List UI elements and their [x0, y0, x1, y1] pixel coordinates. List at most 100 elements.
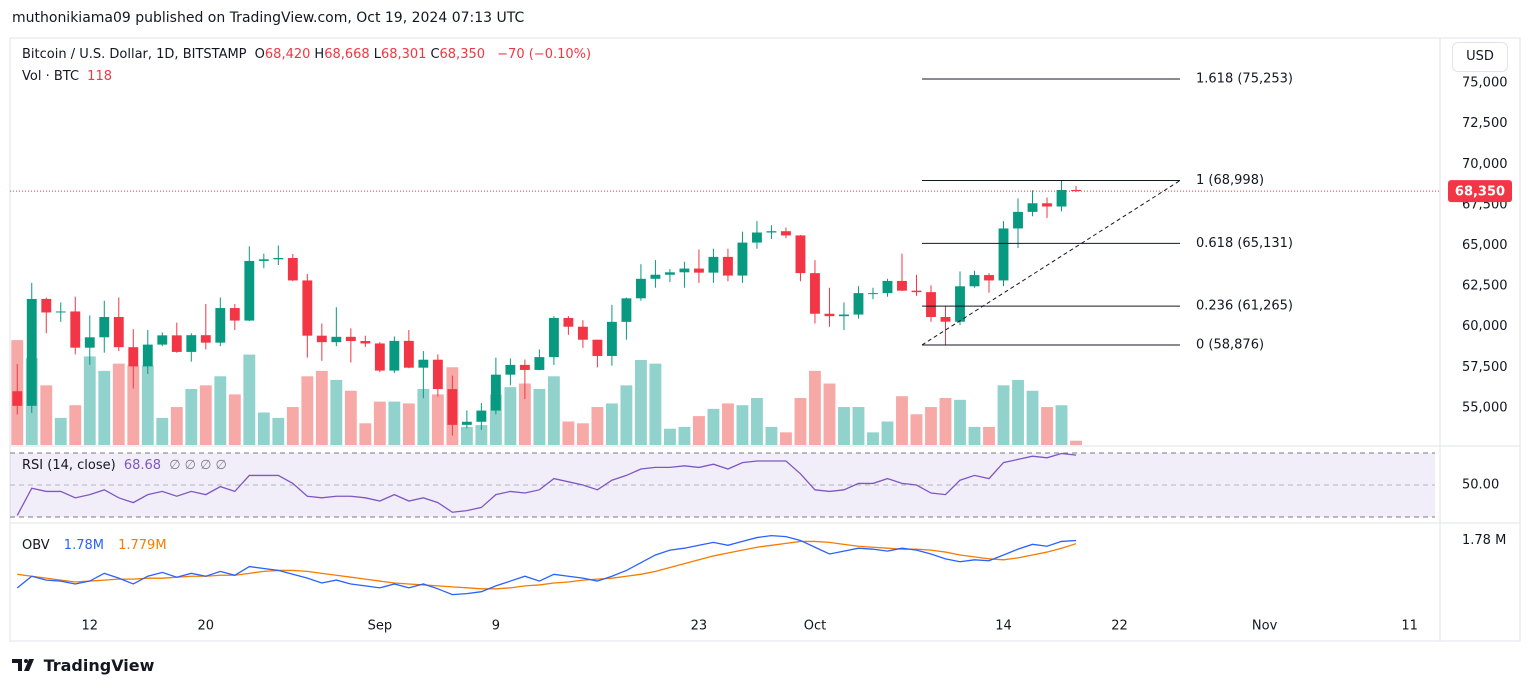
- volume-bar: [40, 385, 53, 445]
- ohlc-key: O: [254, 47, 265, 62]
- candle-body: [723, 256, 733, 276]
- volume-bar: [127, 365, 140, 445]
- candle-body: [432, 359, 443, 390]
- volume-bar: [83, 356, 96, 445]
- volume-bar: [286, 407, 299, 445]
- candle-body: [142, 344, 153, 367]
- obv-ma-value: 1.779M: [118, 538, 167, 553]
- y-tick-label: 75,000: [1462, 76, 1508, 91]
- ohlc-value: 68,350: [439, 47, 486, 62]
- ohlc-value: 68,668: [324, 47, 370, 62]
- volume-bar: [693, 416, 705, 445]
- candle-body: [41, 298, 52, 313]
- candle-body: [186, 335, 197, 352]
- volume-bar: [678, 426, 691, 445]
- volume-bar: [489, 394, 502, 445]
- volume-bar: [185, 388, 198, 445]
- volume-bar: [228, 394, 241, 445]
- currency-button[interactable]: USD: [1452, 42, 1508, 72]
- candle-body: [12, 391, 23, 406]
- volume-bar: [547, 376, 560, 445]
- volume-bar: [838, 407, 850, 445]
- ohlc-key: L: [373, 47, 381, 62]
- candle-body: [897, 280, 907, 291]
- candle-body: [911, 290, 922, 293]
- candle-body: [766, 231, 777, 233]
- candle-body: [926, 292, 936, 317]
- volume-bar: [663, 428, 676, 445]
- ohlc-value: 68,420: [264, 47, 311, 62]
- candle-body: [810, 273, 820, 314]
- candle-body: [752, 232, 762, 243]
- candle-body: [795, 235, 806, 274]
- x-tick-label: 20: [198, 619, 215, 634]
- published-line: muthonikiama09 published on TradingView.…: [12, 10, 525, 26]
- volume-bar: [344, 390, 357, 445]
- y-tick-label: 72,500: [1462, 116, 1508, 131]
- candle-body: [592, 339, 603, 356]
- volume-bar: [315, 370, 328, 445]
- rsi-name: RSI (14, close): [22, 458, 116, 473]
- volume-bar: [98, 370, 111, 445]
- obv-value: 1.78M: [63, 538, 104, 553]
- candle-body: [1027, 203, 1038, 212]
- volume-bar: [359, 423, 372, 445]
- volume-bar: [112, 363, 125, 445]
- volume-bar: [881, 421, 894, 445]
- volume-bar: [780, 432, 792, 445]
- candle-body: [940, 316, 951, 322]
- volume-bar: [431, 394, 444, 445]
- volume-bar: [1070, 440, 1082, 445]
- fib-label: 1.618 (75,253): [1196, 71, 1293, 86]
- volume-bar: [1055, 405, 1068, 445]
- candle-body: [737, 242, 748, 276]
- candle-body: [476, 410, 487, 422]
- rsi-tick-label: 50.00: [1462, 478, 1499, 493]
- candle-body: [84, 337, 95, 348]
- volume-bar: [954, 399, 966, 445]
- candle-body: [403, 340, 414, 368]
- volume-bar: [1026, 390, 1039, 445]
- volume-bar: [634, 360, 647, 445]
- volume-bar: [504, 387, 517, 445]
- fib-label: 1 (68,998): [1196, 173, 1264, 188]
- candle-body: [694, 268, 704, 273]
- volume-bar: [852, 407, 865, 445]
- volume-bar: [214, 376, 227, 445]
- y-tick-label: 55,000: [1462, 400, 1508, 415]
- volume-bar: [939, 397, 952, 445]
- candle-body: [606, 321, 617, 356]
- candle-body: [577, 326, 588, 340]
- candle-body: [1071, 189, 1081, 192]
- brand-logo: [12, 659, 34, 671]
- candle-body: [955, 286, 965, 322]
- volume-bar: [417, 388, 430, 445]
- volume-bar: [373, 401, 386, 445]
- candle-body: [1042, 203, 1052, 207]
- candle-body: [563, 317, 574, 327]
- volume-bar: [809, 370, 821, 445]
- candle-body: [374, 343, 385, 371]
- candle-body: [839, 314, 849, 317]
- candle-body: [99, 316, 110, 338]
- volume-bar: [867, 432, 879, 445]
- volume-bar: [199, 385, 212, 445]
- candle-body: [171, 335, 182, 352]
- candle-body: [55, 311, 66, 313]
- volume-bar: [620, 385, 633, 445]
- price-label: 68,350: [1455, 185, 1505, 200]
- candle-body: [113, 316, 124, 348]
- volume-bar: [272, 417, 285, 445]
- candle-body: [505, 364, 516, 375]
- brand-name: TradingView: [43, 656, 155, 675]
- candle-body: [621, 298, 632, 322]
- volume-bar: [533, 388, 546, 445]
- rsi-extra: ∅ ∅ ∅ ∅: [169, 458, 227, 473]
- candle-body: [229, 308, 240, 321]
- fib-label: 0.618 (65,131): [1196, 236, 1293, 251]
- obv-tick-label: 1.78 M: [1462, 533, 1506, 548]
- frame: [9, 37, 1521, 642]
- x-tick-label: Oct: [804, 619, 826, 634]
- volume-bar: [794, 397, 807, 445]
- volume-bar: [591, 407, 604, 445]
